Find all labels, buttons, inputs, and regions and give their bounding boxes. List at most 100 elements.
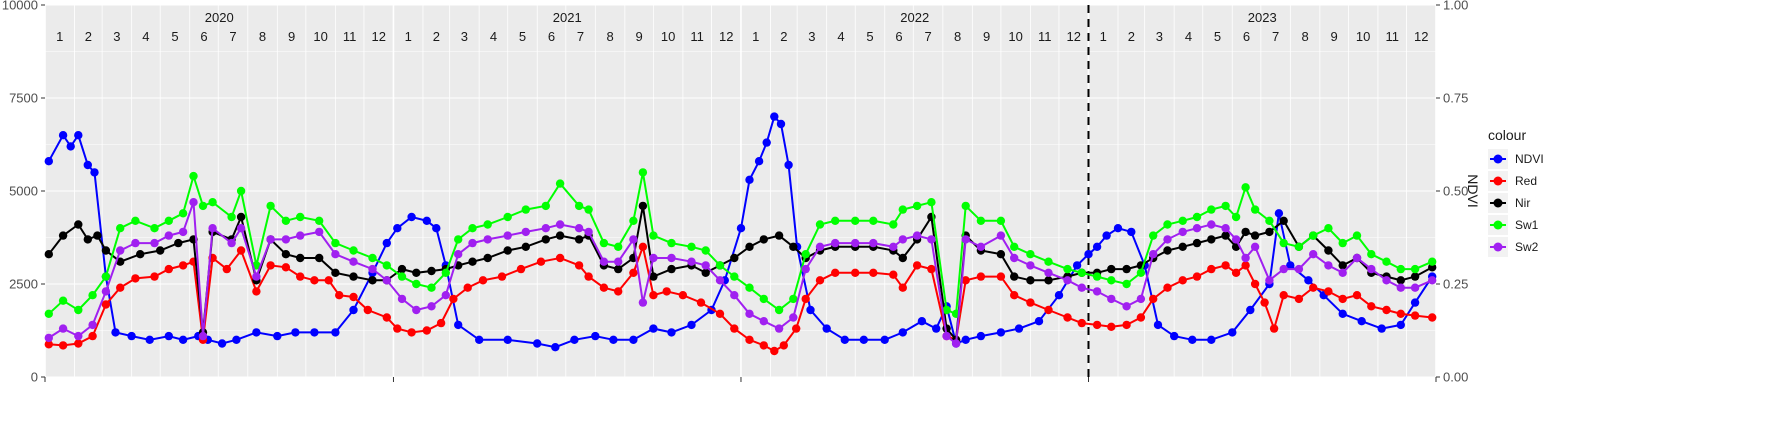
data-point	[1188, 335, 1197, 344]
data-point	[397, 294, 407, 304]
data-point	[483, 220, 492, 229]
data-point	[1382, 257, 1391, 266]
data-point	[1192, 224, 1202, 233]
data-point	[178, 227, 188, 237]
data-point	[222, 264, 231, 274]
data-point	[441, 291, 450, 300]
data-point	[521, 242, 530, 251]
legend-title: colour	[1488, 127, 1526, 143]
data-point	[412, 305, 421, 315]
data-point	[541, 224, 550, 233]
data-point	[1367, 302, 1376, 311]
data-point	[145, 335, 154, 344]
data-point	[1382, 276, 1391, 285]
data-point	[131, 274, 140, 283]
legend-key-point	[1493, 154, 1503, 164]
data-point	[774, 305, 784, 315]
data-point	[1279, 291, 1288, 300]
data-point	[74, 339, 83, 348]
data-point	[397, 272, 407, 281]
series-sw2	[44, 198, 1437, 348]
data-point	[1410, 264, 1420, 274]
data-point	[198, 331, 208, 341]
data-point	[296, 272, 305, 281]
data-point	[468, 238, 477, 248]
data-point	[1192, 212, 1202, 222]
data-point	[252, 328, 261, 337]
data-point	[859, 335, 868, 344]
data-point	[1250, 279, 1260, 289]
data-point	[1396, 309, 1406, 318]
month-label: 10	[661, 29, 675, 44]
data-point	[1286, 261, 1295, 270]
data-point	[745, 242, 754, 251]
month-label: 8	[259, 29, 266, 44]
data-point	[976, 216, 986, 225]
data-point	[745, 175, 754, 184]
data-point	[1279, 264, 1288, 274]
data-point	[150, 272, 159, 281]
data-point	[1178, 276, 1187, 285]
data-point	[942, 305, 951, 315]
data-point	[815, 242, 825, 251]
data-point	[1163, 246, 1172, 255]
data-point	[1352, 291, 1362, 300]
month-label: 8	[1301, 29, 1308, 44]
month-label: 9	[983, 29, 990, 44]
month-label: 5	[171, 29, 178, 44]
data-point	[678, 291, 688, 300]
data-point	[996, 231, 1006, 240]
data-point	[584, 272, 593, 281]
data-point	[58, 131, 68, 140]
data-point	[1338, 294, 1347, 304]
data-point	[609, 335, 618, 344]
data-point	[58, 296, 68, 305]
data-point	[1241, 253, 1250, 263]
data-point	[382, 238, 391, 248]
data-point	[208, 224, 217, 233]
data-point	[541, 201, 550, 211]
data-point	[667, 264, 676, 274]
data-point	[1231, 268, 1241, 277]
data-point	[951, 339, 961, 348]
data-point	[83, 160, 93, 170]
data-point	[629, 268, 638, 277]
data-point	[1396, 264, 1406, 274]
data-point	[745, 309, 754, 318]
data-point	[74, 305, 83, 315]
data-point	[961, 276, 970, 285]
data-point	[101, 272, 111, 281]
data-point	[296, 253, 305, 263]
data-point	[1178, 216, 1187, 225]
data-point	[730, 291, 739, 300]
data-point	[432, 224, 441, 233]
data-point	[412, 268, 421, 277]
data-point	[136, 250, 145, 259]
data-point	[638, 201, 648, 211]
data-point	[629, 335, 638, 344]
data-point	[715, 309, 725, 318]
data-point	[266, 235, 275, 244]
data-point	[324, 276, 333, 285]
data-point	[44, 250, 53, 259]
data-point	[1127, 227, 1136, 237]
data-point	[164, 231, 173, 240]
data-point	[1241, 261, 1250, 270]
data-point	[1265, 216, 1274, 225]
data-point	[1221, 201, 1230, 211]
data-point	[792, 324, 801, 333]
data-point	[701, 246, 710, 255]
data-point	[599, 238, 609, 248]
data-point	[1410, 272, 1420, 281]
data-point	[1428, 313, 1437, 322]
data-point	[111, 328, 120, 337]
data-point	[503, 246, 512, 255]
data-point	[851, 268, 860, 277]
data-point	[831, 216, 840, 225]
data-point	[397, 264, 407, 274]
data-point	[996, 250, 1006, 259]
data-point	[454, 235, 463, 244]
month-label: 5	[1214, 29, 1221, 44]
data-point	[331, 238, 340, 248]
